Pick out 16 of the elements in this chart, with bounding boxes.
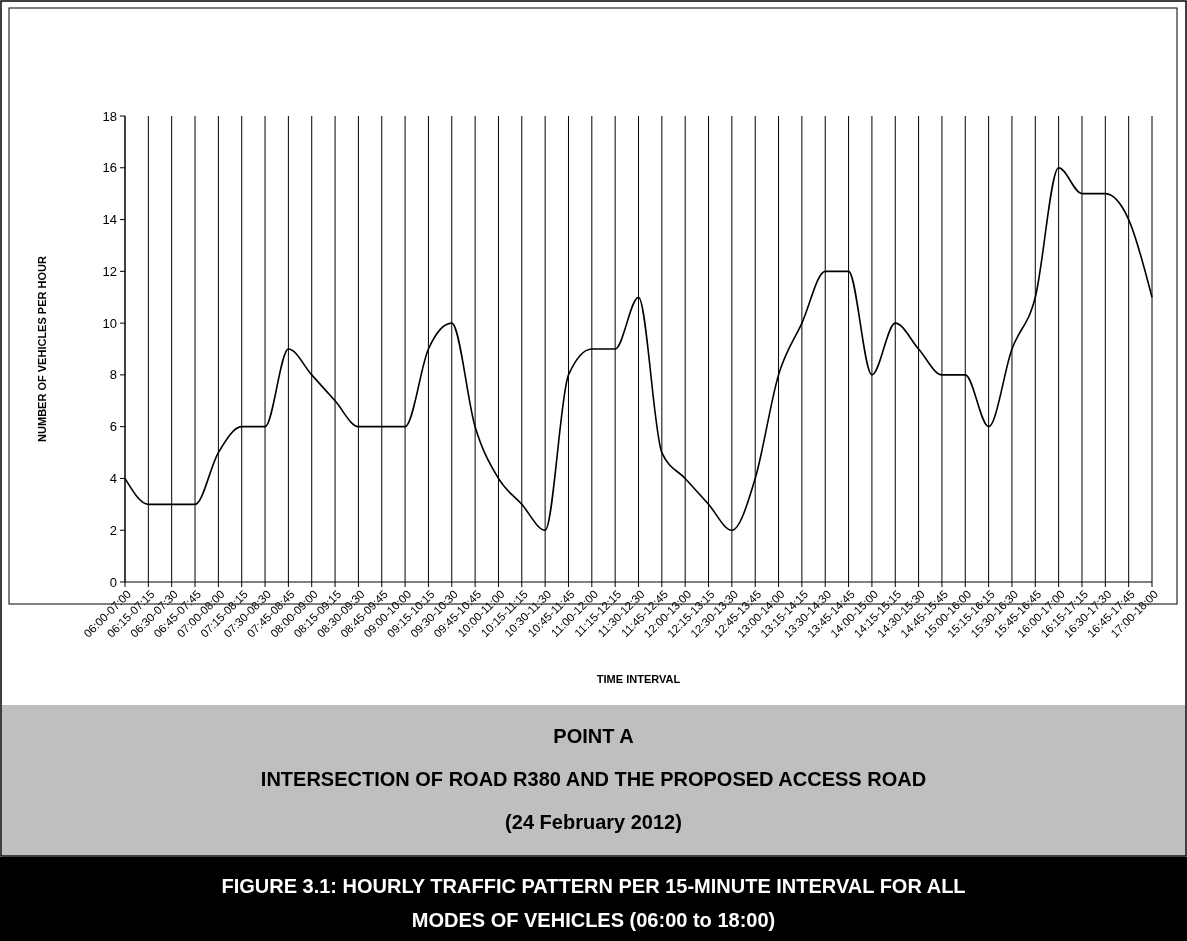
y-tick-label: 6 (109, 419, 117, 435)
y-tick-label: 10 (102, 315, 117, 331)
y-tick-label: 8 (109, 367, 117, 383)
text: INTERSECTION OF ROAD R380 AND THE PROPOSED ACCESS ROAD (260, 768, 927, 790)
y-axis-title: NUMBER OF VEHICLES PER HOUR (36, 256, 48, 442)
y-tick-label: 4 (109, 470, 117, 486)
y-tick-label: 2 (109, 522, 117, 538)
y-tick-label: 18 (102, 108, 117, 124)
y-tick-label: 16 (102, 160, 117, 176)
y-tick-label: 14 (102, 212, 117, 228)
x-axis-title: TIME INTERVAL (596, 673, 681, 685)
text: POINT A (553, 725, 634, 747)
y-tick-label: 0 (109, 574, 117, 590)
caption: FIGURE 3.1: HOURLY TRAFFIC PATTERN PER 15-MINUTE INTERVAL FOR ALL MODES OF VEHICLES (06:00 to 18:00) (221, 875, 966, 931)
text: (24 February 2012) (505, 811, 682, 833)
y-tick-label: 12 (102, 263, 117, 279)
